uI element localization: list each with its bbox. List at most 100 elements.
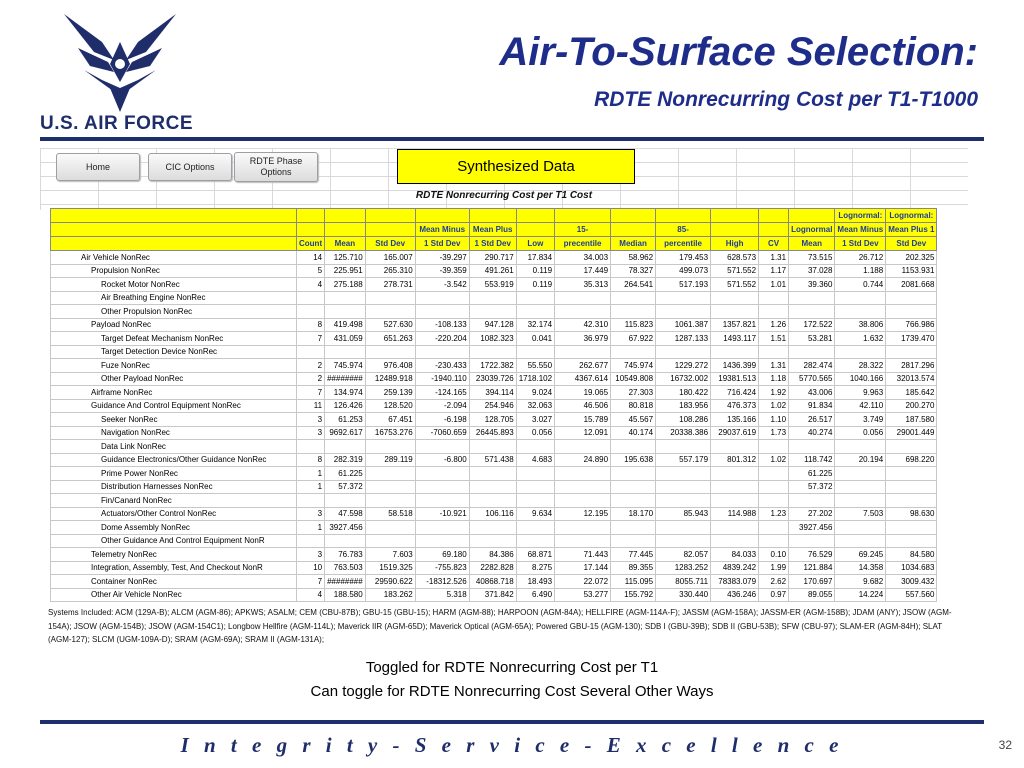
- home-button[interactable]: Home: [56, 153, 140, 181]
- table-cell: [515, 533, 556, 548]
- table-cell: 2: [295, 371, 326, 386]
- table-cell: [655, 493, 712, 508]
- bottom-divider: [40, 720, 984, 724]
- table-cell: ########: [324, 574, 366, 589]
- table-cell: 290.717: [468, 250, 517, 265]
- table-cell: 43.006: [788, 385, 836, 400]
- table-cell: -39.297: [414, 250, 470, 265]
- table-cell: [788, 533, 836, 548]
- table-cell: 58.518: [364, 506, 416, 521]
- table-cell: 172.522: [788, 317, 836, 332]
- table-cell: [834, 466, 887, 481]
- table-cell: 61.253: [324, 412, 366, 427]
- table-cell: [554, 304, 612, 319]
- table-header-cell: [50, 222, 297, 237]
- table-row: Air Vehicle NonRec 14 125.710 165.007 -39.29…: [50, 250, 938, 265]
- table-cell: [515, 520, 556, 535]
- table-header-cell: percentile: [655, 236, 712, 251]
- table-header-cell: [710, 222, 760, 237]
- table-cell: [710, 304, 760, 319]
- table-cell: 330.440: [655, 587, 712, 602]
- table-cell: 16732.002: [655, 371, 712, 386]
- table-row: Fuze NonRec 2 745.974 976.408 -230.433 1722.3…: [50, 358, 938, 373]
- page-subtitle: RDTE Nonrecurring Cost per T1-T1000: [594, 88, 978, 111]
- table-cell: -230.433: [414, 358, 470, 373]
- table-cell: 419.498: [324, 317, 366, 332]
- table-cell: 15.789: [554, 412, 612, 427]
- table-row: Other Air Vehicle NonRec 4 188.580 183.262 5…: [50, 587, 938, 602]
- table-cell: 0.744: [834, 277, 887, 292]
- table-cell: [554, 533, 612, 548]
- row-label-cell: Fuze NonRec: [50, 358, 297, 373]
- air-force-wings-icon: [64, 14, 176, 112]
- table-cell: [885, 533, 938, 548]
- table-cell: 282.474: [788, 358, 836, 373]
- table-cell: 39.360: [788, 277, 836, 292]
- table-cell: [758, 533, 790, 548]
- table-cell: -124.165: [414, 385, 470, 400]
- table-cell: [710, 290, 760, 305]
- table-cell: 28.322: [834, 358, 887, 373]
- table-row: Actuators/Other Control NonRec 3 47.598 58.…: [50, 506, 938, 521]
- row-label-cell: Navigation NonRec: [50, 425, 297, 440]
- table-cell: 1: [295, 520, 326, 535]
- table-cell: 89.055: [788, 587, 836, 602]
- table-cell: 12489.918: [364, 371, 416, 386]
- table-row: Navigation NonRec 3 9692.617 16753.276 -7060…: [50, 425, 938, 440]
- table-cell: 1722.382: [468, 358, 517, 373]
- table-cell: 17.144: [554, 560, 612, 575]
- table-cell: [655, 466, 712, 481]
- table-row: Guidance Electronics/Other Guidance NonR…: [50, 452, 938, 467]
- table-row: Fin/Canard NonRec: [50, 493, 938, 508]
- table-header-cell: [758, 208, 790, 223]
- table-cell: 1519.325: [364, 560, 416, 575]
- table-cell: [834, 439, 887, 454]
- table-header-cell: [515, 222, 556, 237]
- table-row: Distribution Harnesses NonRec 1 57.372 57.3…: [50, 479, 938, 494]
- table-header-cell: Mean Plus: [468, 222, 517, 237]
- table-row: Target Detection Device NonRec: [50, 344, 938, 359]
- table-cell: 125.710: [324, 250, 366, 265]
- table-header-row: Count Mean Std Dev 1 Std Dev 1 Std Dev Low pre…: [50, 236, 938, 251]
- table-cell: 651.263: [364, 331, 416, 346]
- row-label-cell: Guidance Electronics/Other Guidance NonR…: [50, 452, 297, 467]
- table-header-cell: CV: [758, 236, 790, 251]
- table-cell: [834, 520, 887, 535]
- table-cell: 7: [295, 331, 326, 346]
- table-cell: [758, 290, 790, 305]
- table-header-cell: [655, 208, 712, 223]
- table-cell: 1229.272: [655, 358, 712, 373]
- table-cell: 265.310: [364, 263, 416, 278]
- table-cell: 53.277: [554, 587, 612, 602]
- table-cell: 0.041: [515, 331, 556, 346]
- table-cell: [758, 493, 790, 508]
- table-cell: [554, 466, 612, 481]
- table-header-cell: [710, 208, 760, 223]
- table-header-cell: 1 Std Dev: [834, 236, 887, 251]
- table-header-cell: [50, 208, 297, 223]
- table-header-cell: [295, 222, 326, 237]
- table-cell: [295, 493, 326, 508]
- table-cell: -6.198: [414, 412, 470, 427]
- rdte-phase-options-button[interactable]: RDTE Phase Options: [234, 152, 318, 182]
- footer-motto: I n t e g r i t y - S e r v i c e - E x …: [180, 733, 844, 757]
- table-cell: 763.503: [324, 560, 366, 575]
- table-cell: -755.823: [414, 560, 470, 575]
- table-cell: 0.10: [758, 547, 790, 562]
- table-cell: 37.028: [788, 263, 836, 278]
- table-cell: 84.033: [710, 547, 760, 562]
- table-cell: 1: [295, 466, 326, 481]
- table-cell: [468, 290, 517, 305]
- caption-line-1: Toggled for RDTE Nonrecurring Cost per T…: [365, 659, 659, 676]
- table-cell: 9.682: [834, 574, 887, 589]
- table-cell: 20.194: [834, 452, 887, 467]
- table-cell: 57.372: [324, 479, 366, 494]
- cic-options-button[interactable]: CIC Options: [148, 153, 232, 181]
- table-cell: 118.742: [788, 452, 836, 467]
- table-header-cell: [610, 208, 657, 223]
- table-cell: [295, 290, 326, 305]
- table-cell: 1.31: [758, 250, 790, 265]
- table-cell: 80.818: [610, 398, 657, 413]
- table-cell: 2282.828: [468, 560, 517, 575]
- table-cell: 628.573: [710, 250, 760, 265]
